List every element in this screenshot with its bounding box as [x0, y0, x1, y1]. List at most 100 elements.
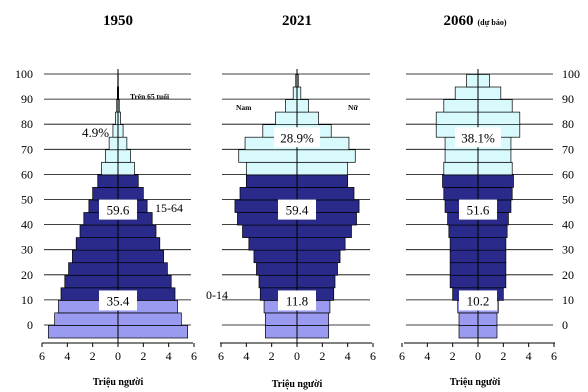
x-tick-1950-5: 4 — [166, 349, 172, 363]
x-tick-2060-0: 6 — [399, 349, 405, 363]
y-tick-1950-50: 50 — [21, 193, 33, 207]
bar-1950-right-30-34 — [117, 249, 164, 264]
bar-2060-left-65-69 — [443, 161, 479, 176]
y-tick-2060-40: 40 — [562, 218, 574, 232]
label-over-65: Trên 65 tuổi — [130, 92, 169, 101]
x-tick-1950-4: 2 — [140, 349, 146, 363]
y-tick-2060-0: 0 — [562, 318, 568, 332]
bar-1950-left-30-34 — [72, 249, 119, 264]
share-box-2060-young — [459, 290, 497, 311]
x-tick-2021-1: 4 — [243, 349, 249, 363]
title-1950: 1950 — [103, 13, 133, 29]
share-2060-old: 38.1% — [461, 130, 495, 145]
bar-1950-left-70-74 — [104, 149, 119, 163]
title-2060-year: 2060 — [443, 13, 473, 29]
bar-1950-right-65-69 — [117, 161, 135, 176]
bar-2060-left-70-74 — [444, 149, 479, 163]
bar-2021-right-65-69 — [296, 161, 349, 176]
bar-2060-right-35-39 — [477, 237, 507, 251]
xlabel-1950: Triệu người — [93, 377, 144, 388]
bar-2021-left-25-29 — [256, 262, 298, 276]
bar-2021-left-90-94 — [285, 99, 298, 113]
bar-1950-left-25-29 — [68, 262, 119, 276]
bar-2060-right-5-9 — [477, 312, 498, 326]
share-box-2060-old — [455, 127, 501, 148]
bar-2060-left-30-34 — [449, 249, 479, 264]
y-tick-2060-10: 10 — [562, 293, 574, 307]
bar-2060-left-5-9 — [458, 312, 479, 326]
bar-2060-left-40-44 — [448, 224, 479, 238]
bar-2021-left-70-74 — [238, 149, 298, 163]
bar-1950-left-20-24 — [64, 274, 119, 289]
label-15-64: 15-64 — [155, 201, 183, 215]
x-tick-2060-5: 4 — [526, 349, 532, 363]
share-box-2021-working — [278, 199, 316, 220]
share-box-1950-young — [99, 290, 137, 311]
share-old-1950: 4.9% — [82, 125, 109, 140]
x-tick-1950-1: 4 — [64, 349, 70, 363]
bar-1950-right-80-84 — [117, 124, 124, 138]
bar-2060-right-100+ — [477, 74, 490, 88]
share-2060-young: 10.2 — [467, 293, 490, 308]
bar-2021-right-25-29 — [296, 262, 338, 276]
title-2021: 2021 — [282, 13, 312, 29]
y-tick-1950-90: 90 — [21, 92, 33, 106]
bar-1950-right-60-64 — [117, 174, 139, 188]
x-tick-1950-3: 0 — [115, 349, 121, 363]
legend-female: Nữ — [348, 103, 358, 112]
bar-1950-left-35-39 — [75, 237, 119, 251]
bar-2060-left-0-4 — [458, 325, 479, 339]
x-tick-2060-3: 0 — [475, 349, 481, 363]
y-tick-2060-90: 90 — [562, 92, 574, 106]
share-2060-working: 51.6 — [467, 203, 490, 218]
bar-2060-right-30-34 — [477, 249, 507, 264]
share-box-2021-young — [278, 290, 316, 311]
bar-2021-left-35-39 — [248, 237, 298, 251]
pyramid-1950: 1950 Triệu người 0-14 15-64 Trên 65 tuổi… — [15, 13, 228, 388]
xlabel-2021: Triệu người — [272, 379, 323, 390]
bar-2060-right-0-4 — [477, 325, 498, 339]
share-box-1950-working — [99, 199, 137, 220]
bar-2021-right-30-34 — [296, 249, 341, 264]
x-tick-2060-6: 6 — [551, 349, 557, 363]
y-tick-2060-60: 60 — [562, 167, 574, 181]
bar-1950-left-40-44 — [79, 224, 119, 238]
bar-1950-right-75-79 — [117, 136, 128, 151]
bar-2060-left-95-99 — [454, 86, 479, 100]
bar-2021-left-95-99 — [292, 86, 298, 100]
x-tick-1950-2: 2 — [90, 349, 96, 363]
title-2060: 2060 (dự báo) — [443, 13, 506, 29]
y-tick-2060-30: 30 — [562, 243, 574, 257]
bar-2060-right-90-94 — [477, 99, 513, 113]
bar-1950-left-80-84 — [112, 124, 119, 138]
share-2021-young: 11.8 — [286, 293, 308, 308]
bar-1950-right-35-39 — [117, 237, 161, 251]
y-tick-2060-20: 20 — [562, 268, 574, 282]
bar-2060-left-35-39 — [449, 237, 479, 251]
bar-2060-left-90-94 — [443, 99, 479, 113]
bar-1950-right-5-9 — [117, 312, 182, 326]
bar-2060-left-25-29 — [449, 262, 479, 276]
bar-2021-right-70-74 — [296, 149, 356, 163]
x-tick-2060-1: 4 — [424, 349, 430, 363]
bar-1950-right-0-4 — [117, 325, 189, 339]
bar-2060-right-55-59 — [477, 187, 513, 201]
bar-2021-right-60-64 — [296, 174, 349, 188]
bar-2060-right-70-74 — [477, 149, 512, 163]
bar-2021-left-60-64 — [245, 174, 298, 188]
share-box-2021-old — [274, 127, 320, 148]
bar-2060-right-95-99 — [477, 86, 502, 100]
bar-2021-left-0-4 — [264, 325, 298, 339]
legend-male: Nam — [236, 103, 252, 112]
bar-1950-left-75-79 — [108, 136, 119, 151]
bar-2060-right-25-29 — [477, 262, 507, 276]
y-tick-1950-20: 20 — [21, 268, 33, 282]
bar-2060-left-60-64 — [442, 174, 479, 188]
share-2021-old: 28.9% — [280, 130, 314, 145]
x-tick-2021-3: 0 — [294, 349, 300, 363]
bar-2021-left-40-44 — [242, 224, 298, 238]
bar-1950-left-55-59 — [92, 187, 119, 201]
x-tick-2021-5: 4 — [345, 349, 351, 363]
